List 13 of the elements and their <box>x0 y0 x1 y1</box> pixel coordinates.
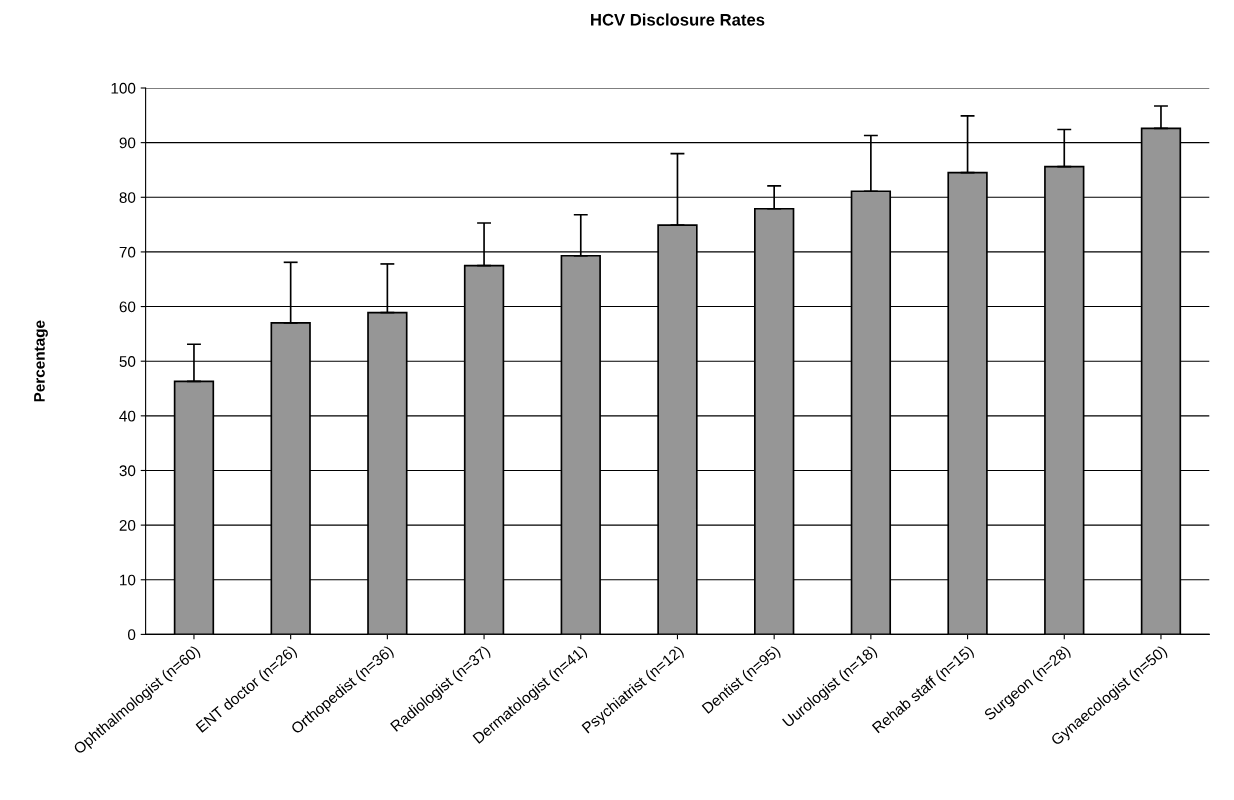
y-tick-label: 100 <box>111 82 136 94</box>
y-tick-label: 10 <box>120 574 136 586</box>
y-tick-label: 70 <box>119 246 136 258</box>
y-tick-label: 50 <box>119 356 136 367</box>
y-tick-label: 60 <box>119 301 136 313</box>
y-tick-label: 0 <box>127 629 136 641</box>
y-tick-label: 20 <box>119 519 136 531</box>
y-axis-title: Percentage <box>34 320 48 402</box>
y-tick-label: 30 <box>119 465 136 477</box>
chart-title: HCV Disclosure Rates <box>591 13 765 26</box>
y-tick-label: 90 <box>119 137 136 149</box>
y-tick-label: 80 <box>119 192 136 203</box>
y-tick-label: 40 <box>119 410 136 422</box>
